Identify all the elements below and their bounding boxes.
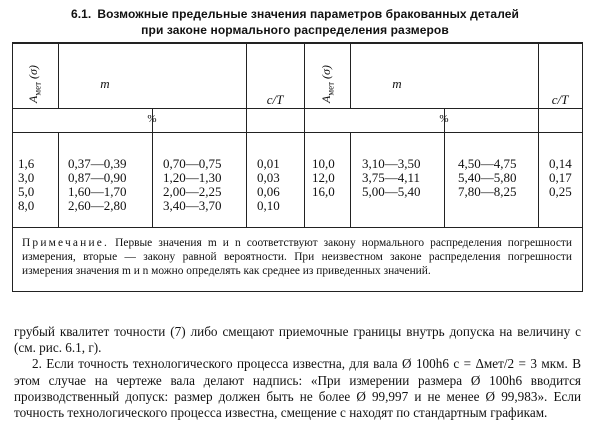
col-divider — [152, 108, 153, 227]
table-cell: 7,80—8,25 — [458, 184, 517, 199]
header-a-met-right: Aмет (σ) — [319, 44, 335, 124]
col-divider — [350, 132, 351, 227]
header-ct-left: c/T — [266, 92, 284, 107]
right-m2-column: 4,50—4,75 5,40—5,80 7,80—8,25 — [458, 157, 538, 199]
a-met-subscript: мет — [325, 81, 336, 96]
col-divider — [538, 42, 539, 227]
table-cell: 5,00—5,40 — [362, 184, 421, 199]
table-number: 6.1. — [70, 7, 92, 21]
right-ct-column: 0,14 0,17 0,25 — [549, 157, 582, 199]
a-met-subscript: мет — [32, 81, 43, 96]
data-bottom-rule — [12, 227, 582, 228]
table-left-border — [12, 42, 13, 292]
table-note: Примечание. Первые значения m и n соотве… — [22, 236, 572, 279]
table-cell: 10,0 — [312, 156, 335, 171]
note-text: Первые значения m и n соответствуют зако… — [22, 237, 572, 278]
left-ct-column: 0,01 0,03 0,06 0,10 — [257, 157, 303, 213]
table-cell: 3,0 — [18, 170, 35, 185]
header-ct-right: c/T — [551, 92, 569, 107]
left-m2-column: 0,70—0,75 1,20—1,30 2,00—2,25 3,40—3,70 — [163, 157, 245, 213]
table-cell: 5,40—5,80 — [458, 170, 517, 185]
a-met-symbol: A — [26, 95, 40, 103]
col-divider — [444, 108, 445, 227]
table-cell: 3,75—4,11 — [362, 170, 421, 185]
percent-unit-right: % — [439, 113, 449, 125]
table-cell: 0,06 — [257, 184, 280, 199]
table-cell: 5,0 — [18, 184, 35, 199]
table-cell: 2,00—2,25 — [163, 184, 222, 199]
left-a-column: 1,6 3,0 5,0 8,0 — [18, 157, 56, 213]
table-cell: 0,25 — [549, 184, 572, 199]
table-cell: 0,01 — [257, 156, 280, 171]
table-cell: 0,03 — [257, 170, 280, 185]
table-cell: 3,40—3,70 — [163, 198, 222, 213]
col-divider — [58, 132, 59, 227]
table-cell: 4,50—4,75 — [458, 156, 517, 171]
header-m-right: m — [392, 76, 402, 91]
header-mid-rule — [12, 108, 582, 109]
header-bottom-rule — [12, 132, 582, 133]
table-cell: 0,17 — [549, 170, 572, 185]
paragraph: 2. Если точность технологического процес… — [14, 356, 581, 421]
table-top-rule — [12, 42, 582, 44]
parameters-table: Aмет (σ) Aмет (σ) m m c/T c/T % % 1,6 3,… — [12, 42, 583, 292]
table-cell: 12,0 — [312, 170, 335, 185]
col-divider — [58, 42, 59, 108]
table-caption: 6.1. Возможные предельные значения параме… — [0, 6, 590, 22]
col-divider — [246, 42, 247, 227]
left-m1-column: 0,37—0,39 0,87—0,90 1,60—1,70 2,60—2,80 — [68, 157, 152, 213]
table-cell: 0,14 — [549, 156, 572, 171]
table-title-line1: Возможные предельные значения параметров… — [97, 7, 520, 21]
a-met-symbol: A — [319, 95, 333, 103]
table-cell: 3,10—3,50 — [362, 156, 421, 171]
header-a-met-left: Aмет (σ) — [26, 44, 42, 124]
table-cell: 1,60—1,70 — [68, 184, 127, 199]
body-text: грубый квалитет точности (7) либо смещаю… — [14, 324, 581, 421]
table-cell: 0,87—0,90 — [68, 170, 127, 185]
table-title-line2: при законе нормального распределения раз… — [141, 23, 449, 37]
table-cell: 16,0 — [312, 184, 335, 199]
paragraph: грубый квалитет точности (7) либо смещаю… — [14, 324, 581, 356]
table-bottom-rule — [12, 291, 582, 292]
a-met-unit: (σ) — [319, 65, 333, 79]
table-cell: 1,6 — [18, 156, 35, 171]
table-cell: 0,70—0,75 — [163, 156, 222, 171]
table-cell: 1,20—1,30 — [163, 170, 222, 185]
percent-unit-left: % — [147, 113, 157, 125]
table-right-border — [582, 42, 583, 292]
note-label: Примечание. — [22, 237, 110, 249]
header-m-left: m — [100, 76, 110, 91]
right-a-column: 10,0 12,0 16,0 — [312, 157, 350, 199]
right-m1-column: 3,10—3,50 3,75—4,11 5,00—5,40 — [362, 157, 444, 199]
a-met-unit: (σ) — [26, 65, 40, 79]
col-divider — [350, 42, 351, 108]
table-cell: 0,10 — [257, 198, 280, 213]
col-divider — [304, 42, 305, 227]
table-cell: 2,60—2,80 — [68, 198, 127, 213]
table-cell: 0,37—0,39 — [68, 156, 127, 171]
table-cell: 8,0 — [18, 198, 35, 213]
